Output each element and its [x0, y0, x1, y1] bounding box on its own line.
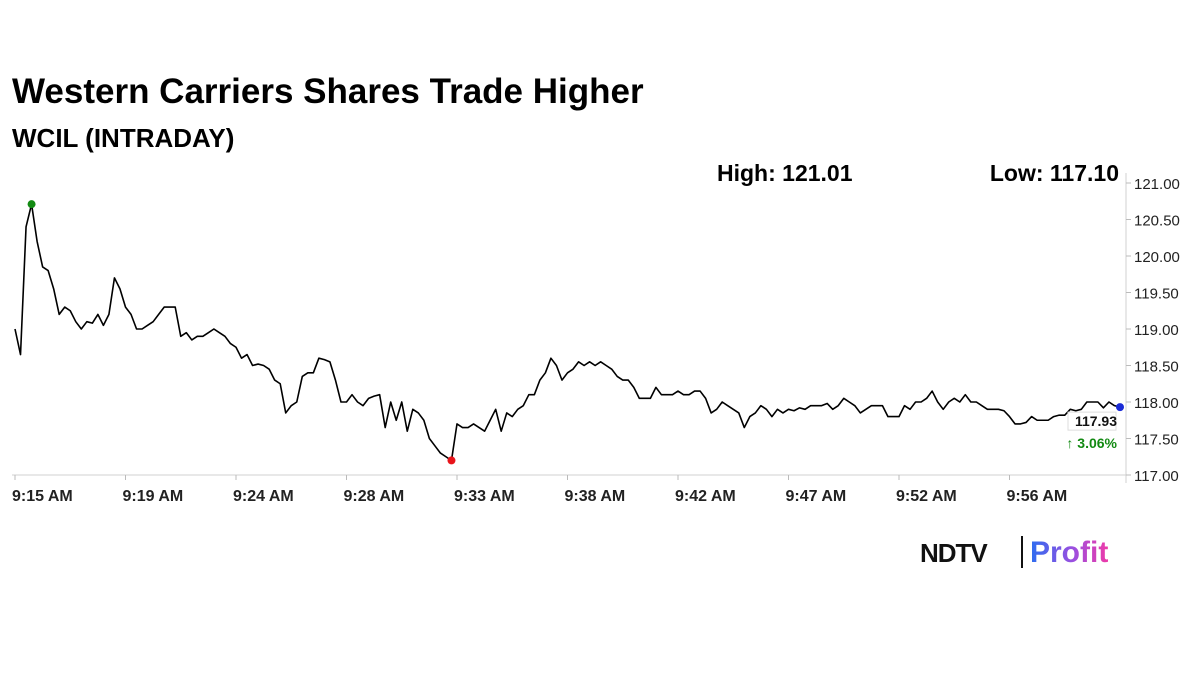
low-text: Low: 117.10: [990, 160, 1119, 186]
x-tick-label: 9:47 AM: [786, 488, 847, 505]
chart-subtitle: WCIL (INTRADAY): [12, 123, 234, 153]
y-tick-label: 120.50: [1134, 213, 1180, 230]
y-tick-label: 121.00: [1134, 176, 1180, 193]
y-tick-label: 118.00: [1134, 395, 1179, 412]
y-tick-label: 119.50: [1134, 286, 1179, 303]
y-tick-label: 118.50: [1134, 359, 1179, 376]
y-tick-label: 119.00: [1134, 322, 1179, 339]
x-tick-label: 9:52 AM: [896, 488, 957, 505]
chart-title: Western Carriers Shares Trade Higher: [12, 72, 644, 111]
brand-right: Profit: [1030, 536, 1108, 569]
x-tick-label: 9:28 AM: [344, 488, 405, 505]
x-tick-label: 9:56 AM: [1007, 488, 1068, 505]
x-tick-label: 9:19 AM: [123, 488, 184, 505]
high-text: High: 121.01: [717, 160, 853, 186]
x-tick-label: 9:38 AM: [565, 488, 626, 505]
low-marker: [447, 456, 456, 465]
x-tick-label: 9:24 AM: [233, 488, 294, 505]
brand-left: NDTV: [920, 538, 988, 568]
last-label-box: [1067, 411, 1117, 431]
last-marker: [1116, 403, 1124, 412]
y-tick-label: 117.50: [1134, 432, 1179, 449]
y-tick-label: 117.00: [1134, 468, 1179, 485]
price-line: [14, 203, 1121, 462]
change-label: ↑ 3.06%: [1066, 435, 1117, 451]
high-marker: [27, 200, 36, 209]
last-value-label: 117.93: [1075, 413, 1117, 429]
y-tick-label: 120.00: [1134, 249, 1180, 266]
x-tick-label: 9:42 AM: [675, 488, 736, 505]
x-tick-label: 9:33 AM: [454, 488, 515, 505]
x-tick-label: 9:15 AM: [12, 488, 73, 505]
